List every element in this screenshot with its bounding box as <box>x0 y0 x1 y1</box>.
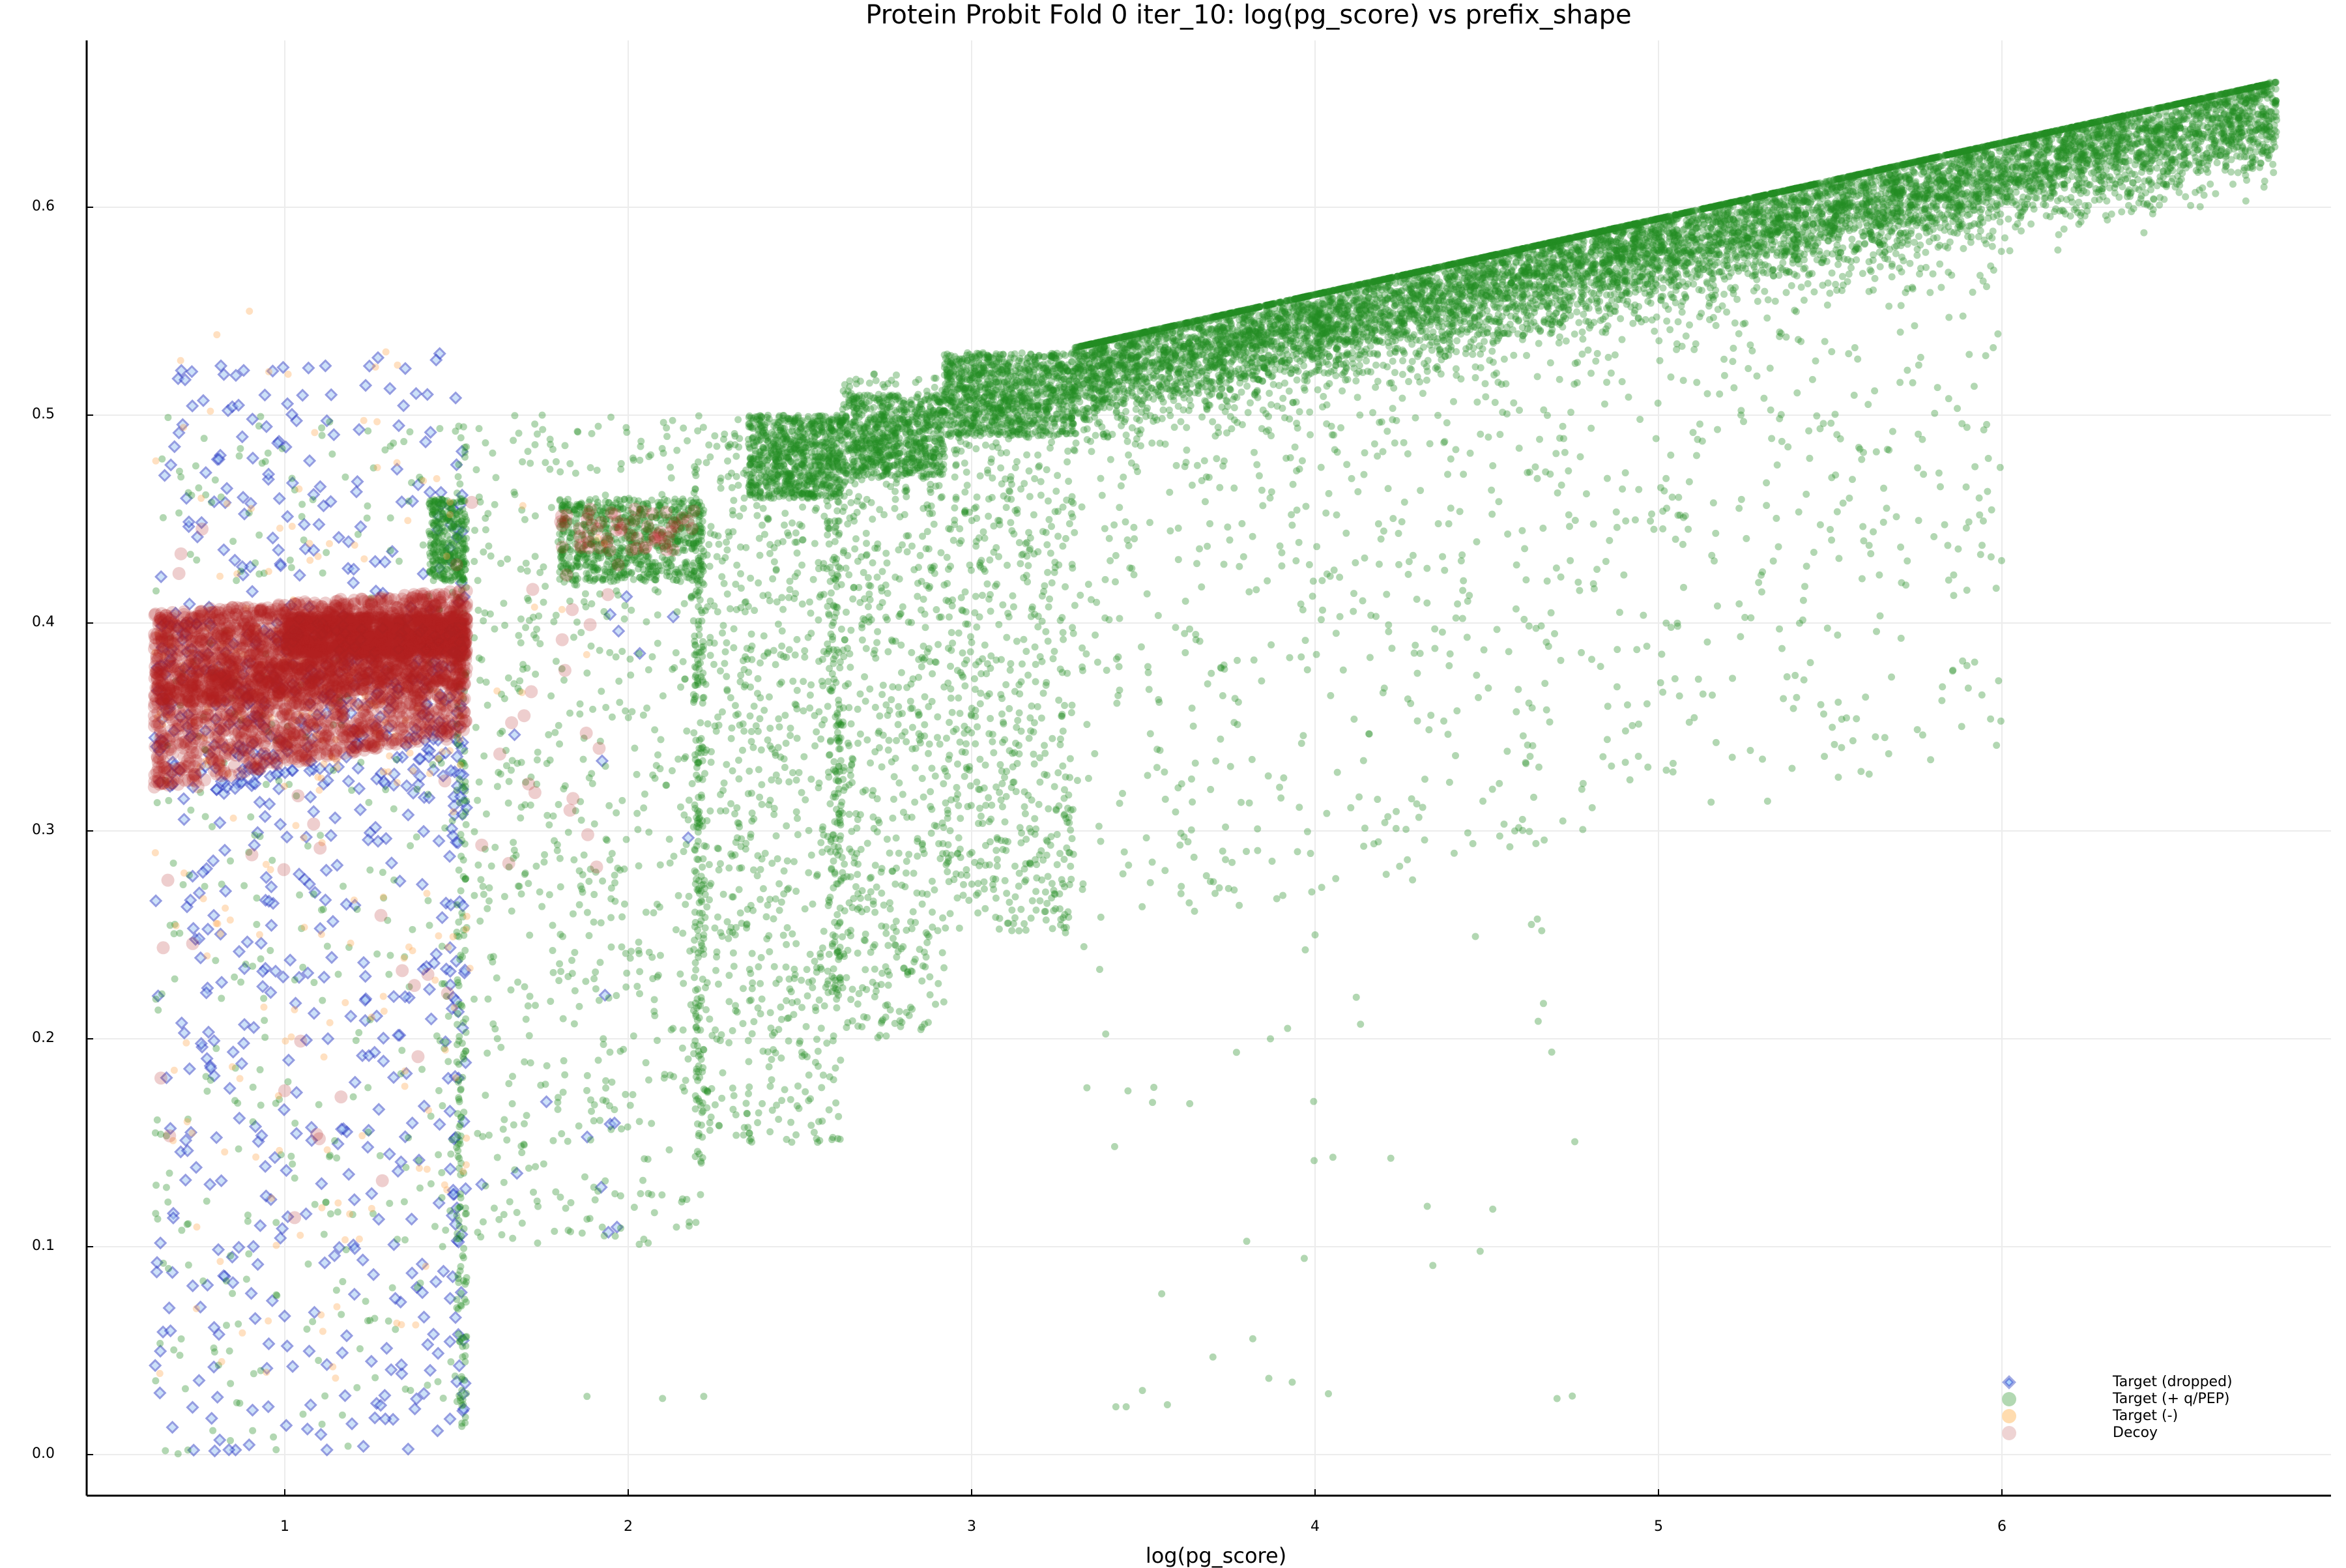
y-tick-label: 0.6 <box>0 198 55 214</box>
legend-item-decoy: Decoy <box>1994 1425 2255 1442</box>
y-tick-label: 0.2 <box>0 1030 55 1046</box>
plot-area <box>0 0 2346 1564</box>
y-tick-label: 0.4 <box>0 614 55 630</box>
y-tick-label: 0.1 <box>0 1238 55 1254</box>
x-tick-label: 1 <box>265 1518 304 1535</box>
circle-marker-icon <box>2002 1426 2016 1440</box>
legend: Target (dropped) Target (+ q/PEP) Target… <box>1994 1374 2255 1442</box>
scatter-points <box>148 79 2280 1458</box>
y-tick-label: 0.5 <box>0 406 55 422</box>
x-tick-label: 2 <box>609 1518 648 1535</box>
legend-label: Target (dropped) <box>2113 1374 2233 1391</box>
x-tick-label: 3 <box>952 1518 991 1535</box>
axes <box>87 40 2331 1496</box>
x-tick-label: 5 <box>1639 1518 1678 1535</box>
legend-item-target-dropped: Target (dropped) <box>1994 1374 2255 1391</box>
legend-item-target-negative: Target (-) <box>1994 1408 2255 1425</box>
series-target-q-pep- <box>152 79 2280 1458</box>
x-axis-label: log(pg_score) <box>977 1543 1455 1568</box>
diamond-marker-icon <box>2002 1375 2016 1389</box>
legend-label: Target (-) <box>2113 1408 2178 1425</box>
gridlines <box>87 40 2331 1496</box>
circle-marker-icon <box>2002 1409 2016 1423</box>
y-tick-label: 0.0 <box>0 1445 55 1462</box>
y-tick-label: 0.3 <box>0 822 55 838</box>
legend-label: Decoy <box>2113 1425 2158 1442</box>
x-tick-label: 6 <box>1982 1518 2021 1535</box>
x-tick-label: 4 <box>1296 1518 1335 1535</box>
circle-marker-icon <box>2002 1392 2016 1406</box>
legend-label: Target (+ q/PEP) <box>2113 1391 2229 1408</box>
legend-item-target-qpep: Target (+ q/PEP) <box>1994 1391 2255 1408</box>
